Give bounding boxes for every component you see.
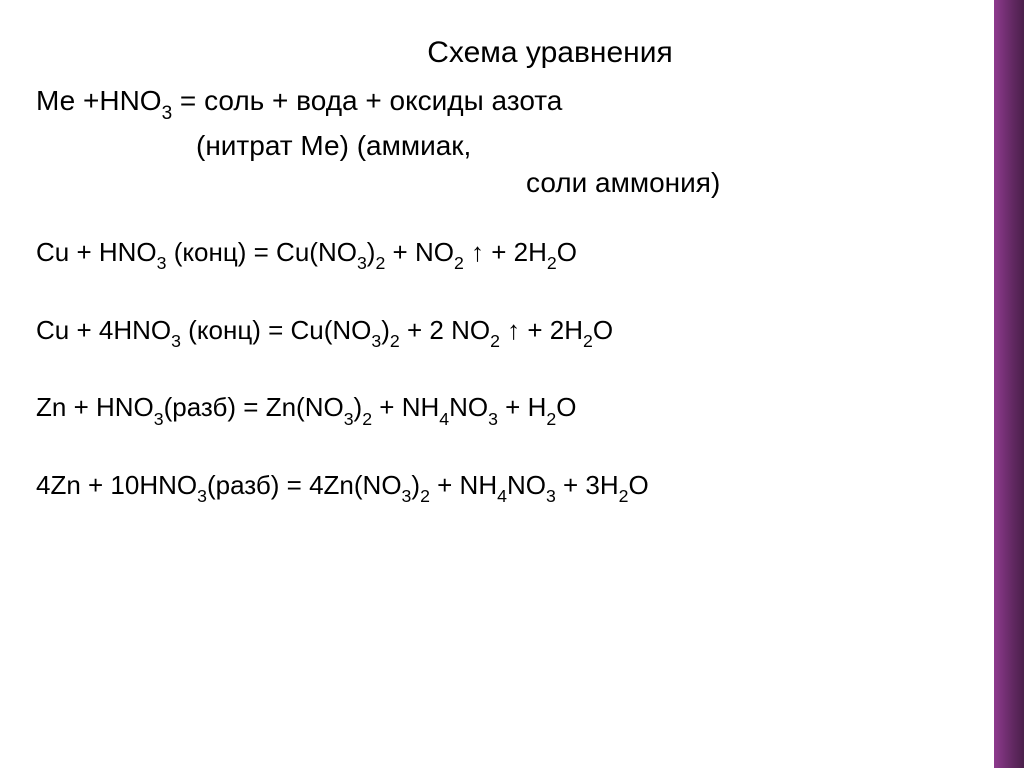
eq-text: ) <box>411 470 420 500</box>
eq-text: Cu + HNO <box>36 237 157 267</box>
eq-text: (конц) = Cu(NO <box>181 315 371 345</box>
eq-sub: 3 <box>357 253 367 273</box>
scheme-text: = соль + вода + оксиды азота <box>172 85 562 116</box>
eq-text: + NH <box>430 470 497 500</box>
eq-text: NO <box>449 392 488 422</box>
eq-sub: 4 <box>439 409 449 429</box>
eq-text: (конц) = Cu(NO <box>167 237 357 267</box>
eq-sub: 2 <box>583 331 593 351</box>
eq-sub: 4 <box>497 486 507 506</box>
eq-sub: 2 <box>546 409 556 429</box>
eq-text: + H <box>498 392 546 422</box>
scheme-line-2: (нитрат Ме) (аммиак, <box>36 128 964 164</box>
eq-sub: 3 <box>154 409 164 429</box>
eq-text: O <box>557 237 577 267</box>
eq-text: 4Zn + 10HNO <box>36 470 197 500</box>
eq-text: NO <box>507 470 546 500</box>
eq-sub: 3 <box>197 486 207 506</box>
eq-sub: 3 <box>488 409 498 429</box>
eq-text: + 3H <box>556 470 619 500</box>
eq-text: O <box>629 470 649 500</box>
eq-sub: 2 <box>420 486 430 506</box>
equation-1: Cu + HNO3 (конц) = Cu(NO3)2 + NO2 ↑ + 2H… <box>36 233 964 275</box>
eq-sub: 3 <box>371 331 381 351</box>
eq-sub: 3 <box>157 253 167 273</box>
slide-content: Схема уравнения Ме +HNO3 = соль + вода +… <box>0 0 1024 584</box>
eq-sub: 3 <box>546 486 556 506</box>
eq-sub: 2 <box>390 331 400 351</box>
eq-sub: 3 <box>402 486 412 506</box>
eq-text: + NO <box>385 237 454 267</box>
eq-text: + NH <box>372 392 439 422</box>
scheme-line-3: соли аммония) <box>36 165 964 201</box>
eq-text: ↑ + 2H <box>464 237 547 267</box>
side-accent-bar <box>994 0 1024 768</box>
eq-text: ↑ + 2H <box>500 315 583 345</box>
eq-sub: 2 <box>547 253 557 273</box>
scheme-subscript: 3 <box>162 103 173 124</box>
eq-text: Cu + 4HNO <box>36 315 171 345</box>
equation-2: Cu + 4HNO3 (конц) = Cu(NO3)2 + 2 NO2 ↑ +… <box>36 311 964 353</box>
eq-sub: 3 <box>344 409 354 429</box>
eq-text: ) <box>381 315 390 345</box>
eq-text: (разб) = Zn(NO <box>164 392 344 422</box>
eq-text: + 2 NO <box>400 315 490 345</box>
eq-sub: 3 <box>171 331 181 351</box>
equation-3: Zn + HNO3(разб) = Zn(NO3)2 + NH4NO3 + H2… <box>36 388 964 430</box>
eq-sub: 2 <box>619 486 629 506</box>
eq-text: Zn + HNO <box>36 392 154 422</box>
eq-text: O <box>556 392 576 422</box>
equation-4: 4Zn + 10HNO3(разб) = 4Zn(NO3)2 + NH4NO3 … <box>36 466 964 508</box>
eq-sub: 2 <box>490 331 500 351</box>
eq-text: O <box>593 315 613 345</box>
eq-sub: 2 <box>375 253 385 273</box>
eq-text: (разб) = 4Zn(NO <box>207 470 402 500</box>
scheme-line-1: Ме +HNO3 = соль + вода + оксиды азота <box>36 80 964 126</box>
eq-sub: 2 <box>362 409 372 429</box>
scheme-text: Ме +HNO <box>36 85 162 116</box>
eq-sub: 2 <box>454 253 464 273</box>
eq-text: ) <box>354 392 363 422</box>
slide-title: Схема уравнения <box>36 36 964 70</box>
